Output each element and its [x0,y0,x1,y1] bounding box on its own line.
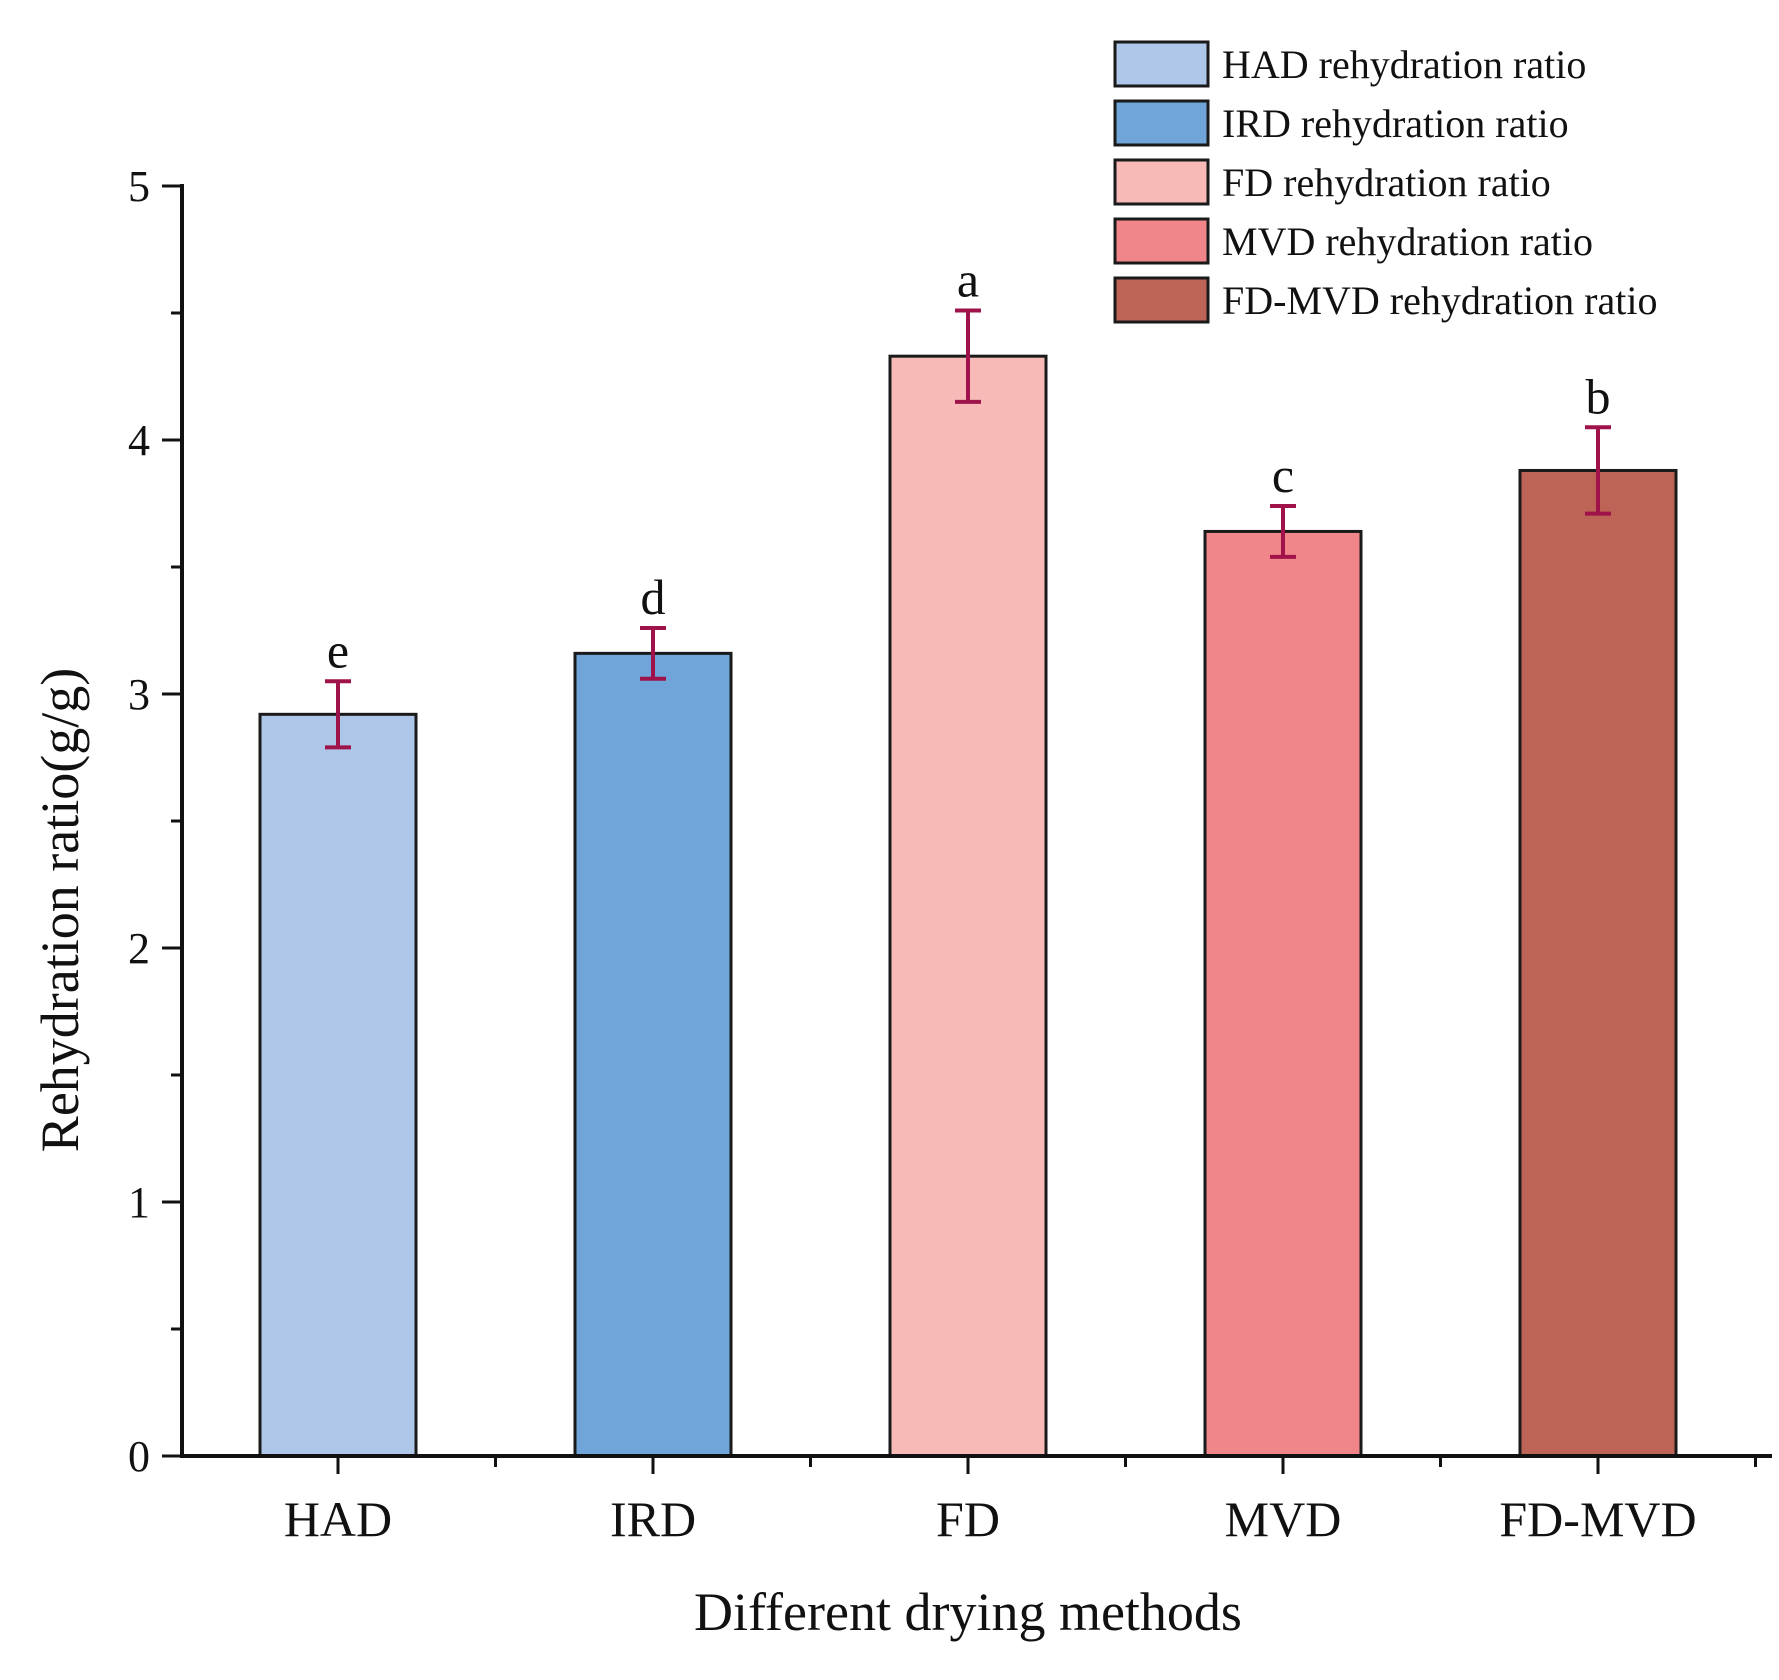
y-tick-label-5: 5 [128,162,150,211]
significance-labels-layer: e d a c b [327,251,1611,678]
legend-label-ird: IRD rehydration ratio [1222,101,1569,146]
plot-area: e d a c b 0 1 2 3 4 5 HAD IRD FD MVD FD-MVD [128,162,1772,1547]
legend-label-fd: FD rehydration ratio [1222,160,1551,205]
significance-label-fd-mvd: b [1586,368,1611,424]
y-tick-label-1: 1 [128,1178,150,1227]
legend-label-had: HAD rehydration ratio [1222,42,1586,87]
legend-swatch-fd [1113,158,1210,206]
bar-fd [888,354,1048,1458]
bar-ird [573,651,733,1458]
y-ticks-layer: 0 1 2 3 4 5 [128,162,182,1481]
error-bars-layer [325,308,1611,750]
legend-swatch-mvd [1113,217,1210,265]
bar-fd-mvd [1518,468,1678,1458]
x-tick-label-mvd: MVD [1225,1491,1342,1547]
x-axis-title: Different drying methods [694,1582,1242,1642]
y-tick-label-0: 0 [128,1432,150,1481]
significance-label-had: e [327,622,349,678]
x-tick-label-ird: IRD [610,1491,696,1547]
y-tick-label-4: 4 [128,416,150,465]
x-tick-label-had: HAD [284,1491,392,1547]
legend-swatch-had [1113,40,1210,88]
significance-label-fd: a [957,251,979,307]
significance-label-mvd: c [1272,447,1294,503]
y-tick-label-2: 2 [128,924,150,973]
legend-swatch-fd-mvd [1113,276,1210,324]
legend-swatch-ird [1113,99,1210,147]
x-tick-label-fd: FD [936,1491,1000,1547]
bar-had [258,712,418,1458]
x-ticks-layer: HAD IRD FD MVD FD-MVD [284,1456,1757,1547]
x-tick-label-fd-mvd: FD-MVD [1499,1491,1696,1547]
y-axis-title: Rehydration ratio(g/g) [30,668,90,1152]
y-tick-label-3: 3 [128,670,150,719]
legend: HAD rehydration ratio IRD rehydration rat… [1113,40,1657,324]
bar-mvd [1203,529,1363,1458]
significance-label-ird: d [641,569,666,625]
legend-label-fd-mvd: FD-MVD rehydration ratio [1222,278,1657,323]
bars-layer [258,354,1678,1458]
legend-label-mvd: MVD rehydration ratio [1222,219,1593,264]
